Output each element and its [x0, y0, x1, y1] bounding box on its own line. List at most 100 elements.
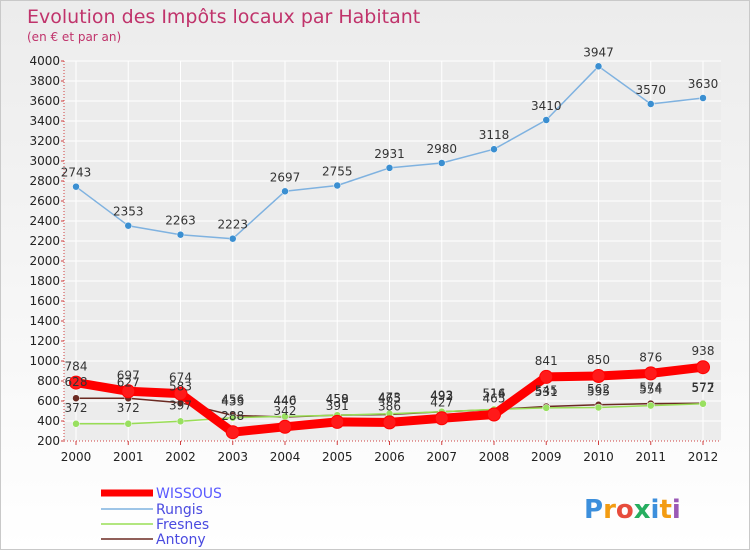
y-tick-label: 1000 [29, 354, 60, 368]
data-label-fresnes: 458 [326, 392, 349, 406]
y-tick-label: 400 [37, 414, 60, 428]
data-point-fresnes [229, 413, 237, 422]
logo-letter: x [634, 495, 651, 525]
data-label-fresnes: 372 [117, 401, 140, 415]
y-tick-label: 600 [37, 394, 60, 408]
plot-background [64, 61, 721, 441]
data-label-wissous: 938 [692, 344, 715, 358]
logo-letter: i [672, 495, 681, 525]
logo-letter: t [659, 495, 671, 525]
data-point-fresnes [542, 404, 550, 412]
data-label-rungis: 2263 [165, 214, 196, 228]
data-label-rungis: 2755 [322, 165, 353, 179]
series-wissous [69, 360, 710, 440]
data-point-rungis [542, 116, 550, 124]
data-point-antony [72, 394, 80, 402]
data-label-antony: 577 [692, 380, 715, 394]
data-label-wissous: 850 [587, 353, 610, 367]
data-label-rungis: 2980 [426, 142, 457, 156]
data-label-fresnes: 535 [587, 385, 610, 399]
data-label-fresnes: 446 [274, 393, 297, 407]
x-tick-label: 2000 [61, 450, 92, 464]
data-point-wissous [434, 411, 449, 426]
data-label-wissous: 697 [117, 368, 140, 382]
data-point-rungis [647, 100, 655, 108]
data-point-wissous [69, 375, 83, 390]
x-tick-label: 2010 [583, 450, 614, 464]
y-tick-label: 4000 [29, 54, 60, 68]
legend-label-antony: Antony [156, 532, 206, 548]
data-point-wissous [696, 360, 710, 375]
data-label-fresnes: 531 [535, 385, 558, 399]
x-tick-label: 2002 [165, 450, 196, 464]
data-point-fresnes [594, 403, 603, 412]
data-label-wissous: 876 [639, 350, 662, 364]
data-label-fresnes: 493 [430, 389, 453, 403]
data-label-fresnes: 516 [483, 386, 506, 400]
y-tick-label: 2800 [29, 174, 60, 188]
data-point-wissous [591, 369, 606, 383]
data-label-rungis: 3630 [688, 77, 719, 91]
series-layer [69, 62, 710, 440]
data-label-antony: 562 [587, 382, 610, 396]
y-tick-label: 2600 [29, 194, 60, 208]
data-label-fresnes: 433 [221, 395, 244, 409]
data-label-antony: 583 [169, 380, 192, 394]
series-fresnes [72, 400, 707, 428]
data-point-wissous [173, 386, 188, 401]
logo-letter: o [616, 495, 634, 525]
data-label-wissous: 674 [169, 371, 192, 385]
data-label-rungis: 2743 [61, 166, 92, 180]
data-label-antony: 440 [274, 394, 297, 408]
data-label-wissous: 784 [65, 360, 88, 374]
data-label-wissous: 841 [535, 354, 558, 368]
data-point-fresnes [124, 420, 132, 428]
y-tick-label: 1200 [29, 334, 60, 348]
data-label-fresnes: 473 [378, 391, 401, 405]
x-tick-label: 2008 [479, 450, 510, 464]
data-point-wissous [539, 369, 554, 384]
data-label-antony: 545 [535, 384, 558, 398]
legend-label-rungis: Rungis [156, 502, 203, 518]
data-point-rungis [124, 221, 132, 230]
y-tick-label: 2400 [29, 214, 60, 228]
x-tick-label: 2007 [426, 450, 457, 464]
data-label-antony: 465 [378, 392, 401, 406]
data-point-rungis [699, 94, 707, 102]
logo-letter: r [603, 495, 616, 525]
data-label-rungis: 2697 [270, 170, 301, 184]
data-point-fresnes [72, 420, 80, 428]
data-label-fresnes: 554 [639, 383, 662, 397]
data-label-rungis: 2931 [374, 147, 405, 161]
y-tick-label: 200 [37, 434, 60, 448]
data-point-rungis [385, 164, 394, 172]
data-label-rungis: 2353 [113, 205, 144, 219]
data-point-fresnes [699, 400, 707, 408]
data-point-wissous [225, 425, 240, 440]
y-tick-label: 1400 [29, 314, 60, 328]
x-tick-label: 2003 [217, 450, 248, 464]
y-tick-label: 800 [37, 374, 60, 388]
data-label-rungis: 3947 [583, 45, 614, 59]
data-label-wissous: 465 [483, 392, 506, 406]
y-tick-label: 1600 [29, 294, 60, 308]
x-tick-label: 2005 [322, 450, 353, 464]
data-label-antony: 628 [65, 375, 88, 389]
y-tick-label: 3200 [29, 134, 60, 148]
chart-title: Evolution des Impôts locaux par Habitant [27, 6, 420, 28]
legend-label-wissous: WISSOUS [156, 486, 222, 502]
logo-letter: i [651, 495, 660, 525]
plot-area [64, 60, 721, 442]
data-label-fresnes: 372 [65, 401, 88, 415]
data-point-wissous [382, 415, 397, 430]
data-point-rungis [72, 182, 80, 191]
x-tick-label: 2012 [688, 450, 719, 464]
legend-label-fresnes: Fresnes [156, 517, 209, 533]
data-label-fresnes: 397 [169, 398, 192, 412]
data-point-rungis [333, 181, 341, 190]
x-axis: 2000 2001 2002 2003 2004 2005 2006 2007 2008 2009… [61, 440, 721, 464]
logo-letter: P [584, 495, 603, 525]
data-label-wissous: 427 [430, 395, 453, 409]
